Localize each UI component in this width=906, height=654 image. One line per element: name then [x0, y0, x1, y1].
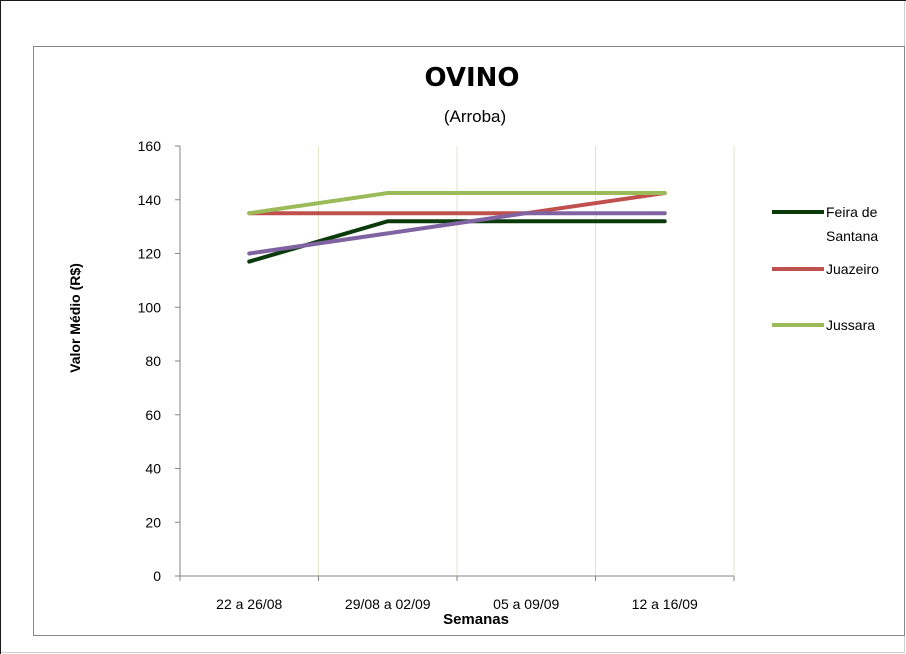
series-line	[247, 211, 667, 256]
y-tick-label: 20	[145, 514, 161, 530]
axes: 0 20 40 60 80 100 120 140 160 22 a 26/08 29/08 a 0…	[138, 138, 735, 612]
y-tick-label: 100	[138, 299, 162, 315]
x-tick-label: 29/08 a 02/09	[345, 596, 431, 612]
frame-left-border	[0, 0, 1, 654]
y-tick-label: 120	[138, 246, 162, 262]
chart-area	[33, 46, 905, 636]
legend-label: Santana	[826, 228, 878, 244]
x-tick-label: 05 a 09/09	[493, 596, 559, 612]
legend: Feira de Santana Juazeiro Jussara	[772, 204, 879, 333]
frame-top-border	[0, 0, 906, 1]
legend-label: Juazeiro	[826, 261, 879, 277]
legend-label: Jussara	[826, 317, 875, 333]
series-line	[247, 191, 667, 216]
y-tick-label: 140	[138, 192, 162, 208]
series-lines	[247, 191, 667, 264]
y-tick-label: 160	[138, 138, 162, 154]
y-tick-label: 0	[153, 568, 161, 584]
y-tick-label: 80	[145, 353, 161, 369]
y-axis-title: Valor Médio (R$)	[67, 263, 83, 373]
chart-title: OVINO	[424, 63, 519, 93]
series-line	[247, 191, 667, 216]
x-tick-label: 22 a 26/08	[216, 596, 282, 612]
legend-label: Feira de	[826, 204, 878, 220]
x-axis-title: Semanas	[443, 611, 509, 628]
chart-subtitle: (Arroba)	[444, 107, 506, 126]
x-tick-label: 12 a 16/09	[632, 596, 698, 612]
y-tick-label: 60	[145, 407, 161, 423]
gridlines	[318, 146, 735, 576]
y-tick-label: 40	[145, 461, 161, 477]
